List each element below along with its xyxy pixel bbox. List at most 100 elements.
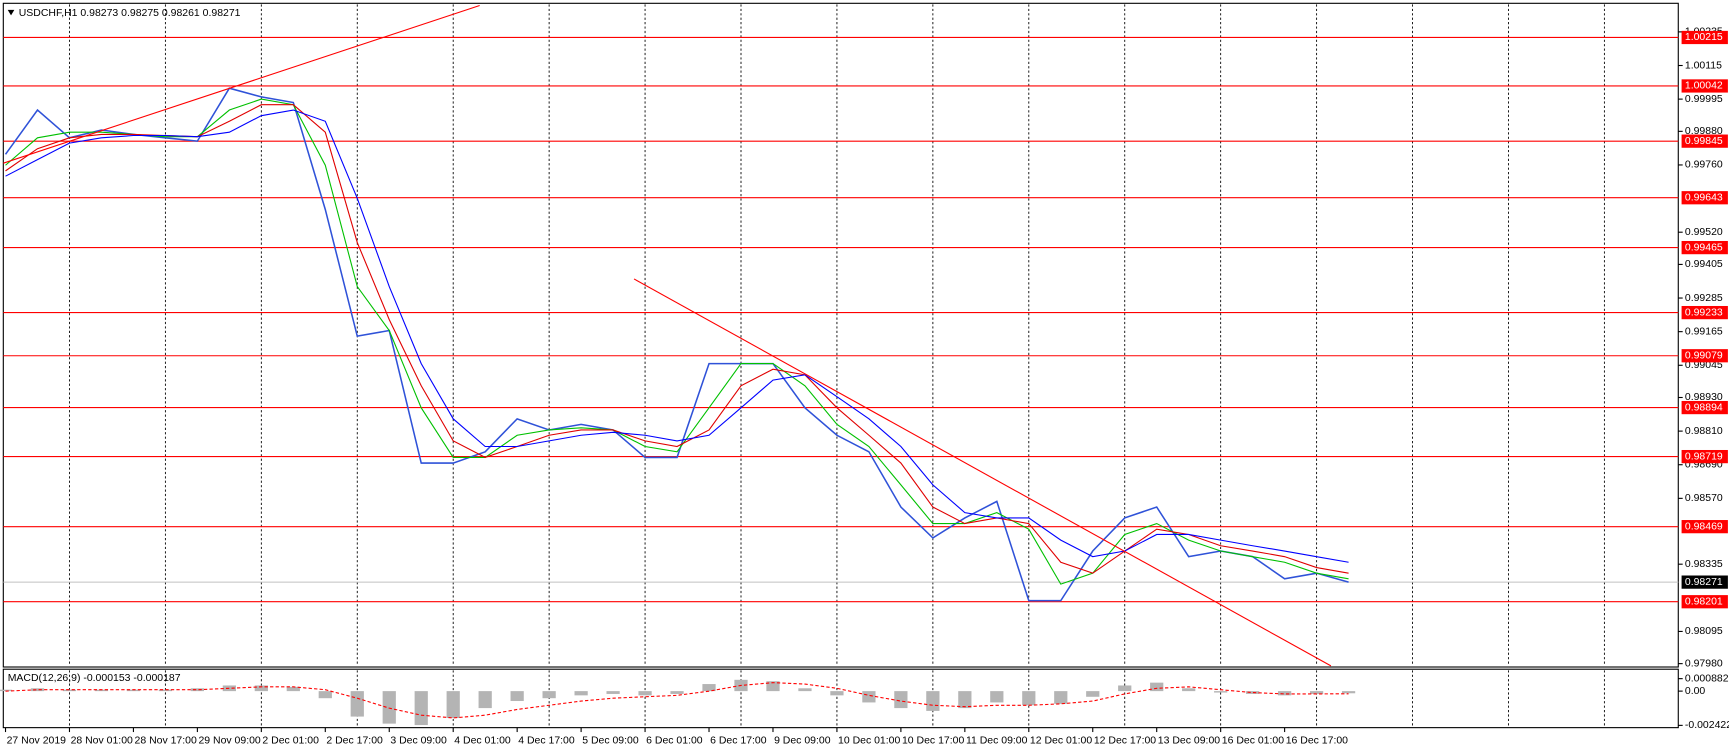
y-tick-label: 0.98690 bbox=[1685, 459, 1723, 470]
macd-bar bbox=[286, 686, 300, 692]
macd-bar bbox=[542, 691, 556, 699]
macd-bar bbox=[702, 684, 716, 692]
macd-bar bbox=[30, 688, 45, 692]
moving-average bbox=[5, 98, 1349, 585]
macd-bar bbox=[510, 691, 524, 702]
level-label-bg bbox=[1681, 134, 1728, 148]
x-tick-label: 9 Dec 09:00 bbox=[774, 736, 831, 747]
y-tick-label: 0.98810 bbox=[1685, 426, 1723, 437]
level-label-bg bbox=[1681, 30, 1728, 45]
x-tick-label: 27 Nov 2019 bbox=[7, 736, 67, 747]
macd-bar bbox=[1118, 685, 1132, 692]
level-label: 0.99465 bbox=[1685, 242, 1723, 253]
macd-bar bbox=[894, 691, 908, 709]
macd-bar bbox=[1214, 691, 1228, 693]
x-tick-label: 4 Dec 01:00 bbox=[454, 736, 511, 747]
level-label: 1.00215 bbox=[1685, 32, 1723, 43]
macd-bar bbox=[126, 689, 141, 692]
y-tick-label: 0.99995 bbox=[1685, 94, 1723, 105]
x-tick-label: 13 Dec 09:00 bbox=[1158, 736, 1220, 747]
macd-bar bbox=[990, 691, 1004, 703]
y-tick-label: 0.00 bbox=[1685, 686, 1706, 697]
x-tick-label: 6 Dec 01:00 bbox=[646, 736, 703, 747]
x-tick-label: 28 Nov 17:00 bbox=[135, 736, 197, 747]
macd-bar bbox=[1341, 691, 1356, 694]
macd-bar bbox=[926, 691, 940, 711]
macd-bar bbox=[318, 691, 332, 699]
x-tick-label: 16 Dec 17:00 bbox=[1286, 736, 1348, 747]
macd-bar bbox=[1182, 688, 1196, 692]
x-tick-label: 11 Dec 09:00 bbox=[966, 736, 1028, 747]
x-tick-label: 16 Dec 01:00 bbox=[1222, 736, 1284, 747]
current-price-bg bbox=[1681, 575, 1728, 589]
current-price-label: 0.98271 bbox=[1685, 577, 1723, 588]
level-label-bg bbox=[1681, 240, 1728, 255]
y-tick-label: 0.99285 bbox=[1685, 293, 1723, 304]
x-tick-label: 5 Dec 09:00 bbox=[582, 736, 639, 747]
macd-title: MACD(12,26,9) -0.000153 -0.000187 bbox=[8, 673, 181, 684]
level-label: 0.98894 bbox=[1685, 402, 1723, 413]
level-label: 0.98719 bbox=[1685, 451, 1723, 462]
macd-bar bbox=[382, 691, 396, 724]
macd-pane bbox=[2, 668, 1679, 729]
y-tick-label: 0.98335 bbox=[1685, 559, 1723, 570]
level-label-bg bbox=[1681, 305, 1728, 320]
macd-bar bbox=[766, 681, 780, 692]
y-tick-label: 1.00115 bbox=[1685, 60, 1722, 71]
main-pane bbox=[2, 2, 1679, 668]
x-tick-label: 2 Dec 01:00 bbox=[262, 736, 319, 747]
macd-bar bbox=[62, 689, 77, 692]
x-tick-label: 12 Dec 01:00 bbox=[1030, 736, 1092, 747]
y-tick-label: 0.98930 bbox=[1685, 392, 1723, 403]
x-tick-label: 10 Dec 01:00 bbox=[838, 736, 900, 747]
x-tick-label: 3 Dec 09:00 bbox=[390, 736, 447, 747]
macd-bar bbox=[574, 691, 588, 696]
level-label: 0.98469 bbox=[1685, 521, 1723, 532]
macd-bar bbox=[862, 691, 876, 703]
level-label-bg bbox=[1681, 400, 1728, 415]
x-tick-label: 6 Dec 17:00 bbox=[710, 736, 767, 747]
trend-line bbox=[633, 278, 1332, 667]
macd-bar bbox=[94, 689, 109, 692]
macd-bar bbox=[1150, 682, 1164, 692]
menu-arrow[interactable] bbox=[7, 9, 15, 16]
y-tick-label: 0.98095 bbox=[1685, 626, 1723, 637]
x-tick-label: 29 Nov 09:00 bbox=[198, 736, 260, 747]
macd-bar bbox=[478, 691, 492, 709]
macd-bar bbox=[1246, 691, 1260, 694]
level-label: 0.99643 bbox=[1685, 193, 1723, 204]
macd-bar bbox=[1309, 691, 1324, 694]
y-tick-label: 0.98570 bbox=[1685, 493, 1723, 504]
level-label-bg bbox=[1681, 79, 1728, 93]
macd-bar bbox=[446, 691, 460, 718]
y-tick-label: 0.99165 bbox=[1685, 326, 1723, 337]
level-label: 0.99233 bbox=[1685, 307, 1723, 318]
level-label: 0.99079 bbox=[1685, 351, 1723, 362]
macd-bar bbox=[158, 689, 173, 692]
macd-bar bbox=[830, 691, 844, 696]
macd-bar bbox=[670, 691, 684, 694]
level-label-bg bbox=[1681, 520, 1728, 534]
macd-bar bbox=[254, 685, 268, 692]
x-tick-label: 28 Nov 01:00 bbox=[71, 736, 133, 747]
chart-title: USDCHF,H1 0.98273 0.98275 0.98261 0.9827… bbox=[19, 8, 241, 19]
macd-bar bbox=[350, 691, 364, 717]
x-tick-label: 10 Dec 17:00 bbox=[902, 736, 964, 747]
level-label: 1.00042 bbox=[1685, 81, 1723, 92]
macd-bar bbox=[222, 685, 236, 692]
y-tick-label: 0.99880 bbox=[1685, 126, 1723, 137]
y-tick-label: 0.99045 bbox=[1685, 360, 1723, 371]
x-tick-label: 4 Dec 17:00 bbox=[518, 736, 575, 747]
level-label-bg bbox=[1681, 449, 1728, 464]
level-label-bg bbox=[1681, 349, 1728, 363]
y-tick-label: 0.99405 bbox=[1685, 259, 1723, 270]
y-tick-label: 0.000882 bbox=[1685, 673, 1729, 684]
macd-bar bbox=[638, 691, 652, 696]
macd-bar bbox=[798, 688, 812, 692]
x-tick-label: 2 Dec 17:00 bbox=[326, 736, 383, 747]
level-label: 0.98201 bbox=[1685, 596, 1723, 607]
macd-bar bbox=[606, 691, 620, 694]
